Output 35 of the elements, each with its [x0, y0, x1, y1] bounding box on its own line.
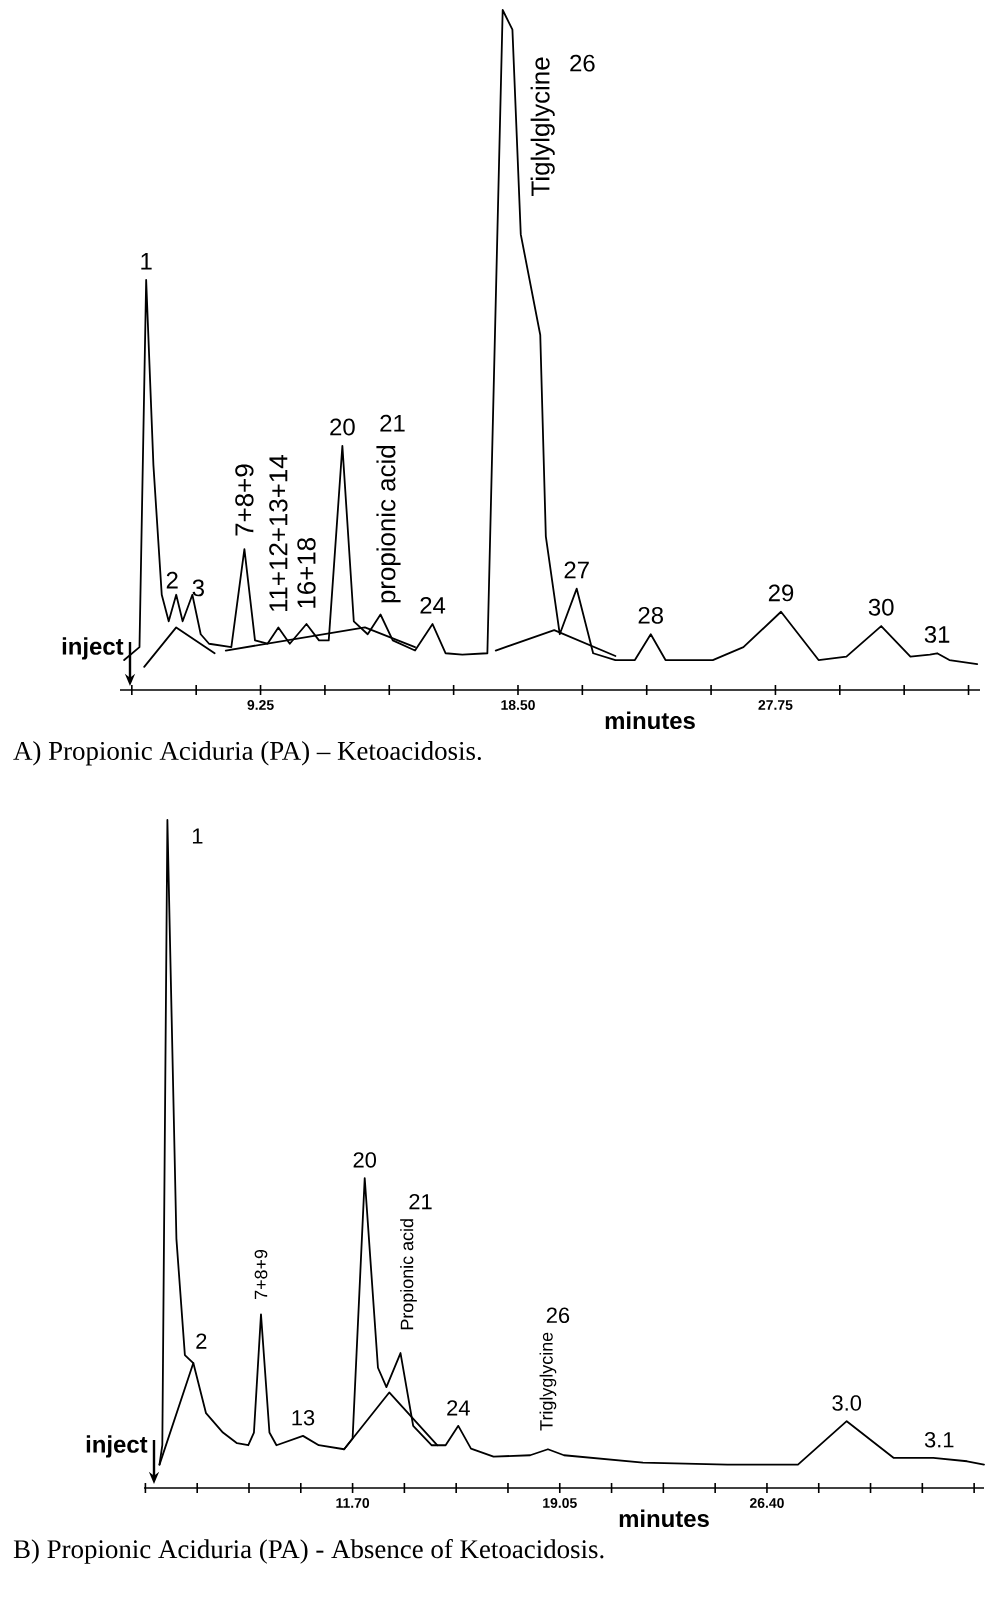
annotation: 1	[192, 828, 203, 844]
annotation: 13	[292, 1409, 315, 1426]
annotation: 7+8+9	[235, 464, 254, 536]
annotation: 29	[768, 584, 794, 602]
annotation: 26	[546, 1307, 570, 1324]
annotation: 27	[564, 561, 589, 579]
text: B) Propionic Aciduria (PA) - Absence of Ketoacidosis.	[13, 1539, 604, 1564]
text: A) Propionic Aciduria (PA) – Ketoacidosis.	[13, 741, 481, 766]
annotation: 24	[420, 596, 446, 614]
annotation: 16+18	[297, 538, 316, 608]
annotation: 2	[196, 1333, 207, 1349]
annotation: 11+12+13+14	[269, 455, 288, 612]
annotation: 28	[638, 606, 663, 624]
annotation: 1	[141, 253, 152, 270]
annotation: inject	[86, 1435, 148, 1458]
annotation: 3	[192, 579, 204, 597]
annotation: 26	[570, 54, 595, 72]
annotation: 3.1	[924, 1432, 954, 1448]
annotation: 21	[409, 1193, 432, 1210]
annotation: Triglyglycine	[539, 1332, 557, 1431]
annotation: 7+8+9	[254, 1249, 268, 1299]
annotation: 31	[924, 625, 950, 643]
annotation: 30	[868, 598, 894, 616]
annotation: propionic acid	[376, 445, 401, 603]
annotation: 21	[380, 414, 405, 432]
annotation: 20	[353, 1152, 377, 1168]
x-axis-title: minutes	[605, 711, 695, 730]
annotation: Tiglylglycine	[530, 57, 555, 196]
annotation: 3.0	[832, 1395, 862, 1411]
x-axis-title: minutes	[619, 1509, 709, 1528]
annotation: 20	[330, 418, 355, 436]
annotation: inject	[62, 637, 124, 660]
annotation: Propionic acid	[400, 1219, 417, 1330]
annotation: 24	[447, 1400, 470, 1416]
annotation: 2	[166, 571, 178, 589]
